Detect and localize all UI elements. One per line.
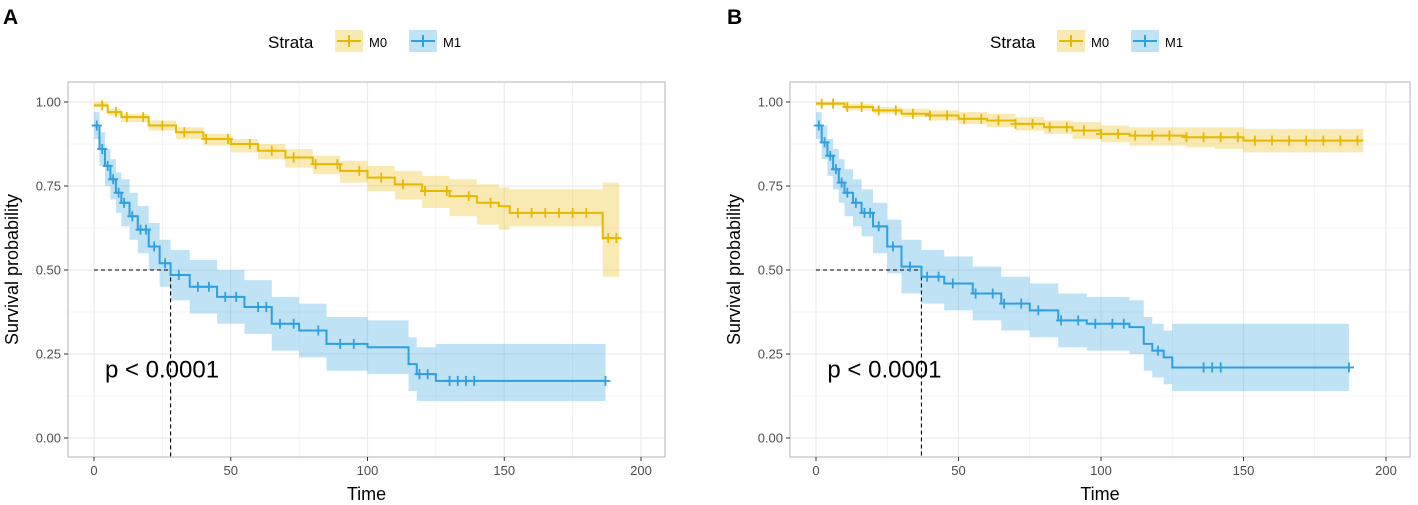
legend-label-M1: M1 <box>443 35 461 50</box>
censor-marks-M1 <box>813 120 1354 373</box>
y-tick-label: 0.50 <box>758 263 783 278</box>
censor-marks-M0 <box>816 98 1363 146</box>
y-axis-title: Survival probability <box>724 194 744 345</box>
gridlines <box>68 82 665 457</box>
panel-label: A <box>3 6 18 29</box>
censor-marks-M1 <box>91 120 611 386</box>
legend: Strata M0 M1 <box>268 30 461 52</box>
y-tick-label: 0.25 <box>36 347 61 362</box>
panel-label: B <box>727 6 742 29</box>
legend-title: Strata <box>990 33 1036 52</box>
x-tick-label: 50 <box>224 463 238 478</box>
ci-band-M0 <box>94 102 620 277</box>
y-tick-label: 0.50 <box>36 263 61 278</box>
x-tick-label: 200 <box>630 463 652 478</box>
legend-label-M0: M0 <box>1091 35 1109 50</box>
chart-panel-B: B Strata M0 M1 p < 0.0001 0.00 0.25 0.50 0.75 1.0… <box>724 6 1411 504</box>
x-axis-title: Time <box>1080 484 1119 504</box>
x-tick-label: 0 <box>90 463 97 478</box>
x-tick-label: 50 <box>951 463 965 478</box>
x-tick-label: 100 <box>357 463 379 478</box>
x-tick-label: 0 <box>812 463 819 478</box>
x-tick-label: 100 <box>1090 463 1112 478</box>
p-value: p < 0.0001 <box>105 357 219 384</box>
survival-curve-M0 <box>816 102 1364 142</box>
x-axis-title: Time <box>347 484 386 504</box>
censor-marks-M0 <box>97 100 622 244</box>
legend-label-M1: M1 <box>1165 35 1183 50</box>
survival-curve-M1 <box>94 124 606 382</box>
legend-title: Strata <box>268 33 314 52</box>
y-tick-label: 0.25 <box>758 347 783 362</box>
legend-label-M0: M0 <box>369 35 387 50</box>
y-tick-label: 0.00 <box>36 431 61 446</box>
chart-panel-A: A Strata M0 M1 p < 0.0001 0.00 0.25 0.50 0.75 1.0… <box>2 6 666 504</box>
y-tick-label: 0.00 <box>758 431 783 446</box>
x-tick-label: 150 <box>1233 463 1255 478</box>
x-tick-label: 200 <box>1375 463 1397 478</box>
ci-band-M1 <box>816 112 1349 391</box>
p-value: p < 0.0001 <box>827 357 941 384</box>
legend: Strata M0 M1 <box>990 30 1183 52</box>
x-tick-label: 150 <box>493 463 515 478</box>
y-tick-label: 0.75 <box>36 179 61 194</box>
survival-curve-M1 <box>816 124 1349 369</box>
y-axis-title: Survival probability <box>2 194 22 345</box>
y-tick-label: 1.00 <box>36 95 61 110</box>
y-tick-label: 0.75 <box>758 179 783 194</box>
y-tick-label: 1.00 <box>758 95 783 110</box>
